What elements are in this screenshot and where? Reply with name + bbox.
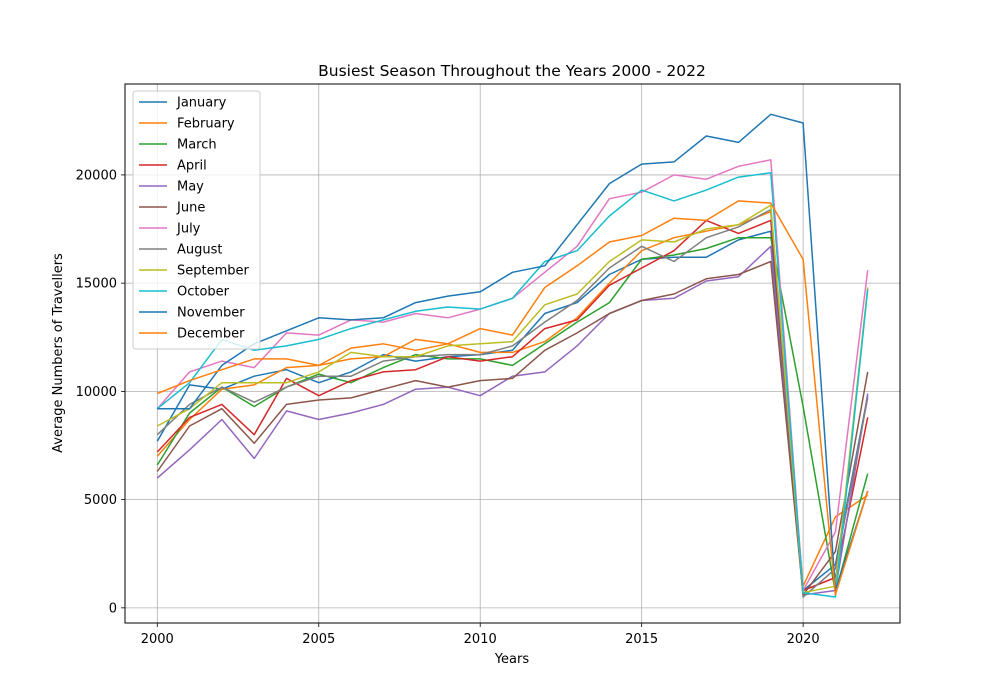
- legend-label: July: [176, 222, 201, 237]
- legend-label: April: [177, 159, 207, 174]
- plot-frame: [124, 83, 901, 624]
- legend-label: August: [177, 243, 223, 258]
- series-line-october: [156, 172, 869, 598]
- series-line-december: [157, 200, 869, 596]
- series-line-may: [156, 245, 869, 596]
- legend-label: December: [177, 327, 245, 342]
- legend-label: November: [177, 306, 245, 321]
- series-line-january: [156, 230, 869, 592]
- series-line-april: [156, 219, 869, 592]
- legend-label: March: [177, 138, 217, 153]
- chart-title: Busiest Season Throughout the Years 2000…: [318, 62, 706, 80]
- series-line-february: [156, 210, 869, 587]
- x-tick-label: 2005: [302, 632, 335, 647]
- axis-ticks: 2000 2005 2010 2015 2020 0 5000 10000 15000 20000: [76, 168, 820, 647]
- series-line-november: [157, 113, 869, 592]
- legend-label: June: [176, 201, 205, 216]
- series-line-june: [156, 260, 869, 596]
- x-axis-label: Years: [494, 652, 530, 667]
- y-axis-label: Average Numbers of Travellers: [51, 253, 66, 453]
- y-tick-label: 20000: [76, 168, 117, 183]
- legend-label: May: [177, 180, 204, 195]
- y-tick-label: 15000: [76, 277, 117, 292]
- x-tick-label: 2015: [625, 632, 658, 647]
- series-line-march: [156, 236, 869, 594]
- legend-box: [132, 90, 261, 350]
- series-group: [156, 113, 869, 598]
- series-line-august: [156, 208, 869, 598]
- legend-label: October: [177, 285, 230, 300]
- legend-label: September: [177, 264, 250, 279]
- legend-label: January: [176, 96, 227, 111]
- y-tick-label: 5000: [84, 493, 117, 508]
- x-tick-label: 2000: [141, 632, 174, 647]
- y-tick-label: 0: [109, 601, 117, 616]
- legend: January February March April May June July Augu…: [132, 90, 261, 350]
- x-tick-label: 2010: [464, 632, 497, 647]
- y-tick-label: 10000: [76, 385, 117, 400]
- x-tick-label: 2020: [787, 632, 820, 647]
- legend-label: February: [177, 117, 235, 132]
- series-line-september: [156, 204, 869, 594]
